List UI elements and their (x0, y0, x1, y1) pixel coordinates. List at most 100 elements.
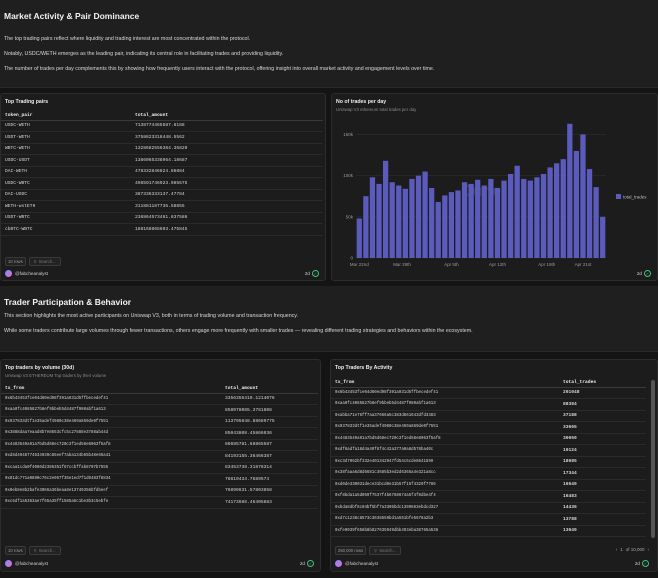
table-row[interactable]: 0x81dc771a0890c76c2e057f35e1ed7f1d9483f8… (1, 473, 318, 486)
x-tick-label: Mar 29th (393, 262, 411, 267)
author[interactable]: @fabcheanalyst (5, 270, 48, 277)
cell-value: 13649 (559, 525, 646, 537)
cell-value: 88384 (559, 398, 646, 411)
table-search[interactable]: ⚲ Search... (28, 545, 61, 555)
table-row[interactable]: USDC-WETH 7138774465587.6188 (1, 120, 323, 132)
table-row[interactable]: USDC-WBTC 498591746923.985675 (1, 177, 323, 190)
table-footer: 10 rows ⚲ Search... (5, 545, 61, 555)
cell-key: 0xd7c1238c8573c3638559bd1a551bfe5678a2b3 (331, 513, 559, 526)
table-row[interactable]: 0x0eb8e8b2bafe3066a36beaa8e13749356bfdbe… (1, 485, 318, 497)
table-row[interactable]: 0xdf6adfa18d4a40f8f4c42a377a0a8d578ba40c… (331, 444, 646, 457)
table-row[interactable]: WBTC-WETH 1328682556384.35820 (1, 143, 323, 155)
top-traders-activity-card: Top Traders By Activity tx_from total_tr… (330, 359, 658, 572)
chart-bar (527, 180, 533, 258)
table-row[interactable]: WETH-wstETH 311881187735.58855 (1, 200, 323, 213)
chart-bar (534, 177, 540, 258)
table-row[interactable]: 0x3888daa7eaad8b7e8653cfc5c27888e3788ab4… (1, 427, 318, 440)
chart-bar (547, 167, 553, 258)
cell-key: 0x3888daa7eaad8b7e8653cfc5c27888e3788ab4… (1, 427, 221, 440)
table-row[interactable]: 0x4483549a91a7bd5d68ec720c3f1ed58e8063f5… (331, 433, 646, 445)
table-row[interactable]: 0x4483549a91a7bd5d68ec720c3f1ed58e8063f5… (1, 439, 318, 451)
cell-value: 236864573461.837586 (131, 212, 323, 224)
x-tick-label: Mar 22nd (350, 262, 370, 267)
author[interactable]: @fabcheanalyst (335, 560, 378, 567)
table-row[interactable]: DAI-USDC 387336333137.47784 (1, 189, 323, 201)
table-row[interactable]: 0x6b43453fce04d60ed98f391a931d5ffbecedef… (1, 393, 318, 405)
table-row[interactable]: 0xd7c1238c8573c3638559bd1a551bfe5678a2b3… (331, 513, 646, 526)
chart-bar (468, 183, 474, 258)
cell-value: 86685781.68865587 (221, 439, 318, 451)
chart-bar (540, 174, 547, 258)
chart-bar (356, 218, 362, 258)
table-row[interactable]: USDT-WBTC 236864573461.837586 (1, 212, 323, 224)
rows-count: 10 rows (5, 545, 26, 555)
card-title: Top traders by volume (30d) (5, 365, 75, 371)
table-row[interactable]: cbBTC-WBTC 188168865603.475845 (1, 223, 323, 236)
cell-value: 478332846824.86884 (131, 166, 323, 178)
chart-bar (586, 169, 593, 258)
table-row[interactable]: DAI-WETH 478332846824.86884 (1, 166, 323, 178)
top-trading-pairs-card: Top Trading pairs token_pair total_amoun… (0, 93, 326, 281)
cell-value: 311881187735.58855 (131, 200, 323, 213)
volume-table: tx_from total_amount 0x6b43453fce04d60ed… (1, 384, 318, 509)
column-header[interactable]: total_trades (559, 378, 646, 388)
search-icon: ⚲ (33, 547, 37, 553)
chart-bar (369, 177, 376, 258)
cell-key: 0xfe9039f658b8b827635949dbb493eba38765a5… (331, 525, 559, 537)
table-row[interactable]: 0x937833dtf1e35adef4980c38e469a869de0f75… (1, 416, 318, 428)
column-header[interactable]: total_amount (131, 111, 323, 121)
author[interactable]: @fabcheanalyst (5, 560, 48, 567)
cell-value: 1328682556384.35820 (131, 143, 323, 155)
table-row[interactable]: 0xc3d7062bf332e401342947fd54c5cde8641899… (331, 456, 646, 468)
table-row[interactable]: 0xd8d4948774634939c85eef7aba134b65b48e66… (1, 450, 318, 463)
table-row[interactable]: 0xd0de330031dece31bcd0e31b57f15f4329f778… (331, 479, 646, 491)
chart-bar (389, 182, 395, 258)
column-header[interactable]: tx_from (331, 378, 559, 388)
column-header[interactable]: total_amount (221, 384, 318, 394)
chart-bar (363, 196, 369, 258)
table-row[interactable]: 0xfe9039f658b8b827635949dbb493eba38765a5… (331, 525, 646, 537)
vertical-scrollbar[interactable] (651, 380, 655, 538)
table-row[interactable]: 0x38faaa6d8d6681c3685b3ed2d6365a4e321a8c… (331, 467, 646, 480)
top-traders-volume-card: Top traders by volume (30d) Uniswap V3 E… (0, 359, 321, 572)
table-row[interactable]: 0x937833dtf1e35adef4980c38e469a869de0f75… (331, 421, 646, 434)
table-row[interactable]: 0xaa0fc4085827b8ef9bbeb5d4487f980abf1a61… (1, 404, 318, 417)
cell-value: 37188 (559, 410, 646, 422)
table-row[interactable]: 0xc6df1a5363ae7f65a35ff1585a6c1be3b3c5eb… (1, 496, 318, 509)
author-name: @fabcheanalyst (15, 561, 49, 566)
table-row[interactable]: 0xaa0fc4085827b8ef9bbeb5d4487f980abf1a61… (331, 398, 646, 411)
column-header[interactable]: token_pair (1, 111, 131, 121)
table-row[interactable]: 0x6b43453fce04d60ed98f391a931d5ffbecedef… (331, 387, 646, 399)
freshness: 2d ✓ (300, 560, 314, 567)
table-row[interactable]: USDC-USDT 1386065338964.18687 (1, 154, 323, 167)
table-row[interactable]: USDT-WETH 3758823318448.5562 (1, 131, 323, 144)
cell-value: 3758823318448.5562 (131, 131, 323, 144)
table-search[interactable]: ⚲ Search... (369, 545, 402, 555)
chart-bar (514, 165, 520, 258)
cell-value: 113795848.88689775 (221, 416, 318, 428)
cell-key: 0xd8d4948774634939c85eef7aba134b65b48e66… (1, 450, 221, 463)
chart-bar (560, 159, 566, 258)
search-icon: ⚲ (33, 258, 37, 264)
table-row[interactable]: 0xcaa1cda0f4080d2386351f67ccbffab8707b75… (1, 462, 318, 474)
cell-key: 0x4483549a91a7bd5d68ec720c3f1ed58e8063f5… (331, 433, 559, 445)
cell-value: 3356355410.1214076 (221, 393, 318, 405)
cell-key: 0x4483549a91a7bd5d68ec720c3f1ed58e8063f5… (1, 439, 221, 451)
table-search[interactable]: ⚲ Search... (28, 256, 61, 266)
table-row[interactable]: 0xbda8dbf8c04bf5bf7a3305bdc1399663ebdcd3… (331, 502, 646, 514)
prev-page-icon[interactable]: ‹ (615, 547, 618, 552)
cell-value: 14436 (559, 502, 646, 514)
table-row[interactable]: 0xabba71e76ff7aa37666a5c383d861643dfd338… (331, 410, 646, 422)
cell-key: 0xaa0fc4085827b8ef9bbeb5d4487f980abf1a61… (331, 398, 559, 411)
next-page-icon[interactable]: › (647, 547, 650, 552)
column-header[interactable]: tx_from (1, 384, 221, 394)
section-paragraph: While some traders contribute large volu… (4, 328, 473, 334)
section-paragraph: The number of trades per day complements… (4, 66, 435, 72)
freshness: 2d ✓ (305, 270, 319, 277)
cell-key: 0xc6df1a5363ae7f65a35ff1585a6c1be3b3c5eb… (1, 496, 221, 509)
page-number[interactable]: 1 (620, 547, 623, 552)
legend-swatch (616, 194, 621, 199)
table-row[interactable]: 0xf8bda1a5d059f7537f4b6768674a5f4f8dbe4f… (331, 490, 646, 503)
check-icon: ✓ (642, 560, 649, 567)
cell-key: 0x6b43453fce04d60ed98f391a931d5ffbecedef… (331, 387, 559, 399)
